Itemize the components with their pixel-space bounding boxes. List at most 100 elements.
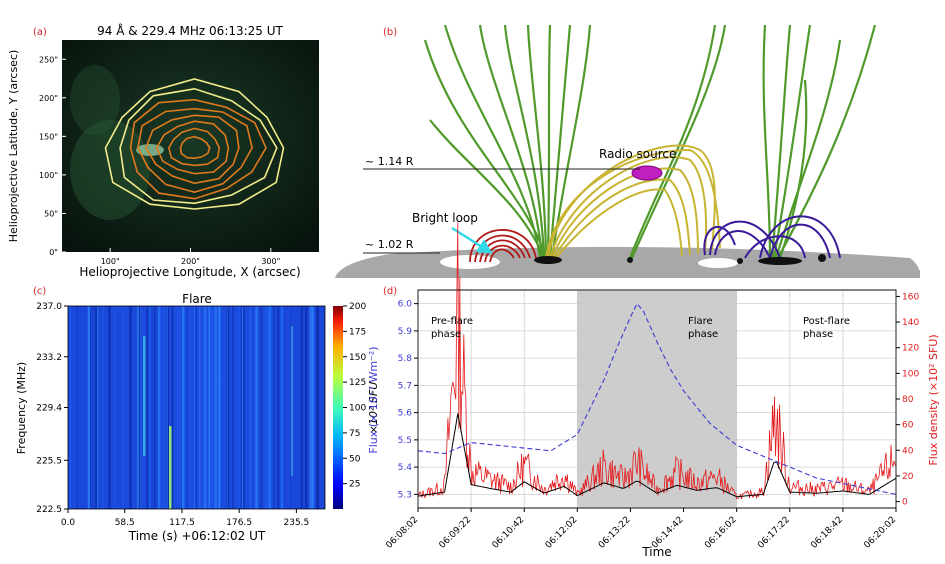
- burst-streak: [300, 306, 303, 509]
- burst-streak: [135, 306, 137, 509]
- contour-level: [104, 78, 285, 210]
- bright-loop-arrow: [451, 226, 493, 254]
- solar-surface-top: [335, 246, 919, 278]
- burst-streak: [101, 306, 105, 509]
- footpoint: [737, 258, 743, 264]
- y2-tick-label: 100: [902, 369, 919, 379]
- burst-streak: [148, 306, 151, 509]
- burst-streak: [89, 306, 90, 509]
- y-tick-label: 222.5: [36, 505, 62, 515]
- phase-label-post: Post-flare: [803, 316, 850, 327]
- burst-streak: [75, 306, 78, 509]
- phase-label-flare: Flare: [688, 316, 713, 327]
- contour-level: [119, 87, 278, 205]
- burst-streak-bright: [169, 426, 172, 509]
- burst-streak: [197, 306, 199, 509]
- y-tick-label: 200": [39, 94, 58, 103]
- y-tick-label: 100": [39, 171, 58, 180]
- euv-diffuse-emission: [70, 65, 120, 135]
- burst-streak: [199, 306, 201, 509]
- radio-flux-density-line: [417, 222, 897, 500]
- burst-streak: [238, 306, 240, 509]
- panel-a-axes: 100" 200" 300" 0" 50" 100" 150" 200" 250": [39, 55, 280, 266]
- x-tick-label: 100": [101, 257, 120, 266]
- panel-c-axes: 0.0 58.5 117.5 176.5 235.5 237.0 233.2 229.4 225…: [36, 302, 309, 528]
- burst-streak: [270, 306, 273, 509]
- burst-streak: [158, 306, 160, 509]
- x-tick-label: 06:12:02: [544, 515, 580, 551]
- footpoint: [758, 257, 802, 265]
- y-tick-label: 50": [44, 209, 58, 218]
- contour-level: [167, 127, 221, 167]
- panel-a-title: 94 Å & 229.4 MHz 06:13:25 UT: [97, 23, 283, 38]
- panel-a-xlabel: Helioprojective Longitude, X (arcsec): [79, 265, 300, 279]
- y2-tick-label: 160: [902, 292, 919, 302]
- contour-level: [129, 98, 267, 200]
- colorbar-tick-label: 100: [349, 404, 366, 414]
- x-tick-label: 06:13:22: [597, 515, 633, 551]
- burst-streak: [268, 306, 271, 509]
- panel-d-ylabel-right: Flux density (×10² SFU): [927, 334, 940, 465]
- y-tick-label: 5.8: [398, 354, 413, 364]
- x-tick-label: 06:18:42: [809, 515, 845, 551]
- footpoint: [627, 257, 633, 263]
- y-tick-label: 5.3: [398, 490, 412, 500]
- burst-streak: [97, 306, 99, 509]
- polarity-patch: [698, 258, 738, 268]
- spectrogram-bursts: [68, 306, 319, 509]
- burst-streak: [260, 306, 263, 509]
- panel-label-d: (d): [383, 286, 397, 297]
- burst-streak: [73, 306, 76, 509]
- burst-streak: [219, 306, 221, 509]
- yellow-closed-loops: [545, 144, 721, 259]
- burst-streak: [181, 306, 183, 509]
- y-tick-label: 237.0: [36, 302, 62, 312]
- burst-streak: [136, 306, 140, 509]
- y-tick-label: 6.0: [398, 300, 413, 310]
- y-tick-label: 225.5: [36, 456, 62, 466]
- label-1-02: ~ 1.02 R: [365, 238, 414, 251]
- x-tick-label: 06:09:22: [438, 515, 474, 551]
- y2-tick-label: 0: [902, 498, 908, 508]
- footpoint: [818, 254, 826, 262]
- burst-streak: [139, 306, 141, 509]
- burst-streak: [140, 306, 142, 509]
- contour-level: [155, 120, 230, 175]
- burst-streak: [181, 306, 184, 509]
- burst-streak: [75, 306, 78, 509]
- burst-streak: [242, 306, 243, 509]
- y2-tick-label: 40: [902, 446, 914, 456]
- label-bright-loop: Bright loop: [412, 211, 478, 225]
- burst-streak: [277, 306, 280, 509]
- panel-d-ylabel-left: Flux (× 10⁻⁷ Wm⁻²): [367, 346, 380, 453]
- burst-streak: [309, 306, 313, 509]
- x-tick-label: 176.5: [226, 518, 252, 528]
- y-tick-label: 150": [39, 132, 58, 141]
- x-tick-label: 200": [181, 257, 200, 266]
- burst-streak: [243, 306, 245, 509]
- radio-contours: [104, 78, 285, 210]
- burst-streak: [146, 306, 150, 509]
- burst-streak: [255, 306, 258, 509]
- contour-level: [145, 114, 240, 185]
- burst-streak: [172, 306, 174, 509]
- colorbar-tick-label: 150: [349, 353, 366, 363]
- contour-level: [179, 135, 211, 160]
- burst-streak: [113, 306, 116, 509]
- open-field-lines: [423, 24, 877, 259]
- purple-loops: [703, 215, 841, 259]
- burst-streak: [154, 306, 156, 509]
- burst-streak: [203, 306, 207, 509]
- burst-streak: [151, 306, 153, 509]
- y2-tick-label: 120: [902, 344, 919, 354]
- y-tick-label: 0": [49, 248, 58, 257]
- burst-streak: [130, 306, 132, 509]
- y-tick-label: 5.5: [398, 436, 412, 446]
- panel-c-xlabel: Time (s) +06:12:02 UT: [128, 529, 266, 543]
- x-tick-label: 06:16:02: [703, 515, 739, 551]
- burst-streak: [96, 306, 98, 509]
- panel-b: (b): [335, 24, 920, 278]
- panel-a-ylabel: Helioprojective Latitude, Y (arcsec): [7, 50, 20, 243]
- burst-streak: [214, 306, 218, 509]
